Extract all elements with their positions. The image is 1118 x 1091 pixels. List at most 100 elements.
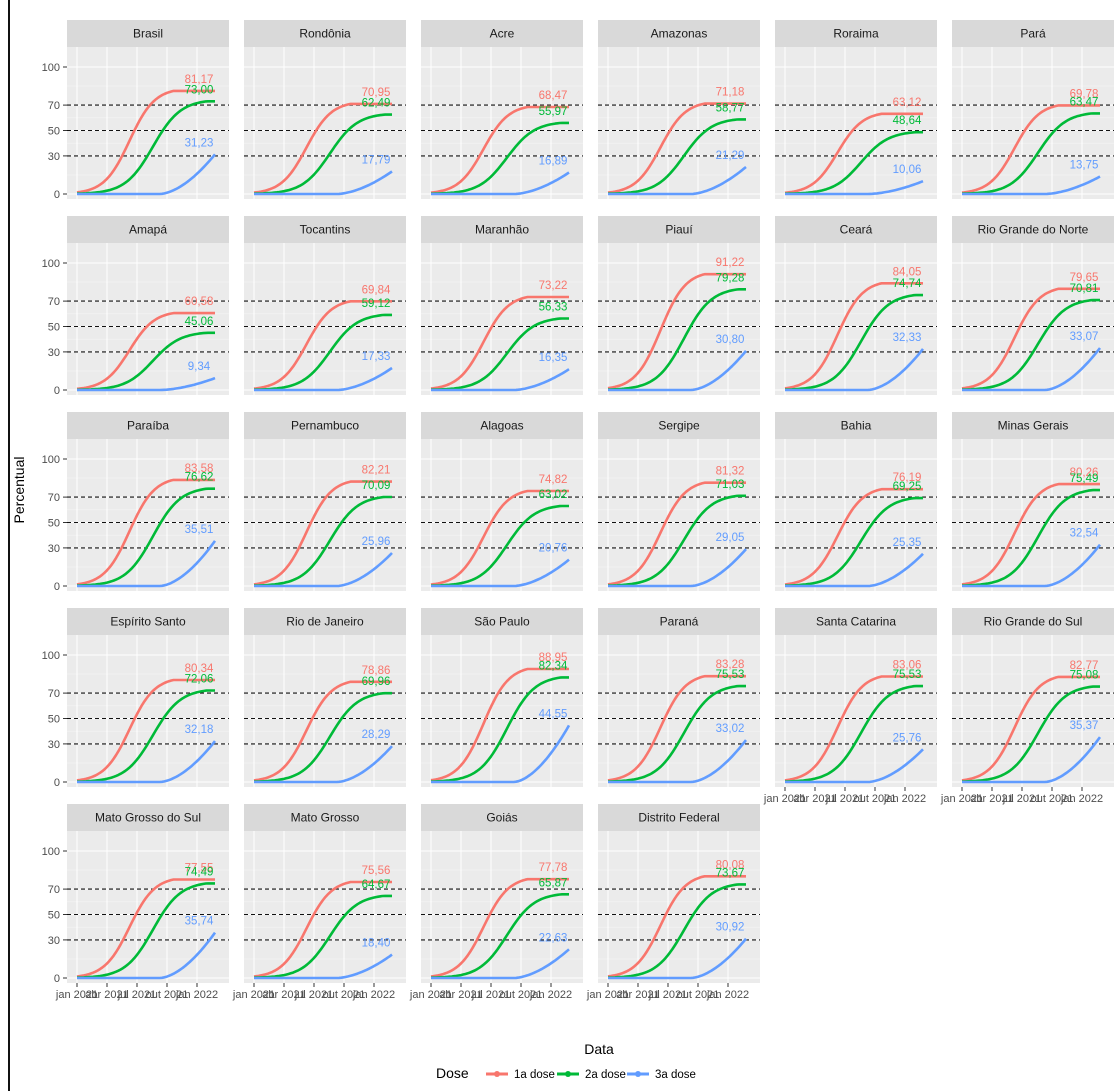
left-border-line bbox=[8, 0, 10, 1091]
facet-strip bbox=[598, 804, 760, 831]
facet-panel: Amapá 0 30 50 70 100 60,58 45,06 9,34 bbox=[42, 216, 229, 397]
value-label: 32,54 bbox=[1070, 528, 1099, 540]
facet-strip bbox=[67, 20, 229, 47]
value-label: 81,17 bbox=[185, 74, 214, 86]
x-tick-label: out 2021 bbox=[323, 989, 366, 1001]
facet-title: Pará bbox=[1020, 27, 1046, 41]
facet-strip bbox=[421, 804, 583, 831]
facet-title: Amapá bbox=[129, 223, 167, 237]
value-label: 82,34 bbox=[539, 660, 568, 672]
x-tick-label: jan 2021 bbox=[940, 793, 983, 805]
value-label: 32,18 bbox=[185, 724, 214, 736]
series-line-1a-dose bbox=[76, 878, 215, 978]
value-label: 29,05 bbox=[716, 532, 745, 544]
facet-strip bbox=[67, 608, 229, 635]
series-line-1a-dose bbox=[76, 311, 215, 391]
facet-title: Rio Grande do Norte bbox=[978, 223, 1089, 237]
series-line-1a-dose bbox=[430, 877, 569, 978]
y-tick-label: 0 bbox=[54, 581, 60, 593]
series-line-2a-dose bbox=[785, 496, 923, 587]
series-line-2a-dose bbox=[430, 892, 569, 979]
facet-title: Brasil bbox=[133, 27, 163, 41]
value-label: 83,58 bbox=[185, 463, 214, 475]
value-label: 74,74 bbox=[893, 278, 922, 290]
value-label: 32,33 bbox=[893, 332, 922, 344]
x-tick-label: abr 2021 bbox=[85, 989, 128, 1001]
legend-label: 2a dose bbox=[585, 1069, 626, 1081]
facet-strip bbox=[244, 216, 406, 243]
legend-key-dot bbox=[635, 1071, 641, 1077]
value-label: 76,19 bbox=[893, 472, 922, 484]
facet-title: Piauí bbox=[665, 223, 693, 237]
value-label: 77,55 bbox=[185, 863, 214, 875]
x-tick-label: jul 2021 bbox=[294, 989, 334, 1001]
panel-background bbox=[67, 47, 229, 199]
value-label: 63,12 bbox=[893, 97, 922, 109]
y-tick-label: 50 bbox=[48, 714, 60, 726]
facet-title: Goiás bbox=[486, 811, 517, 825]
facet-title: Amazonas bbox=[651, 27, 708, 41]
series-line-2a-dose bbox=[962, 298, 1100, 391]
value-label: 74,82 bbox=[539, 474, 568, 486]
x-tick-label: jan 2021 bbox=[763, 793, 806, 805]
panel-background bbox=[775, 243, 937, 395]
value-label: 79,65 bbox=[1070, 272, 1099, 284]
panel-background bbox=[244, 47, 406, 199]
x-tick-label: jan 2022 bbox=[175, 989, 218, 1001]
facet-panel: Amazonas 71,18 58,77 21,29 bbox=[598, 20, 760, 199]
facet-title: Roraima bbox=[833, 27, 879, 41]
facet-strip bbox=[598, 608, 760, 635]
series-line-2a-dose bbox=[76, 100, 215, 195]
x-tick-label: jan 2021 bbox=[586, 989, 629, 1001]
series-line-3a-dose bbox=[785, 179, 924, 196]
series-line-3a-dose bbox=[962, 175, 1101, 196]
series-line-3a-dose bbox=[77, 931, 217, 980]
facet-strip bbox=[598, 216, 760, 243]
series-line-1a-dose bbox=[607, 674, 746, 782]
value-label: 84,05 bbox=[893, 266, 922, 278]
y-tick-label: 50 bbox=[48, 910, 60, 922]
facet-strip bbox=[244, 804, 406, 831]
y-tick-label: 70 bbox=[48, 884, 60, 896]
facet-panel: Roraima 63,12 48,64 10,06 bbox=[775, 20, 937, 199]
x-tick-label: abr 2021 bbox=[793, 793, 836, 805]
legend-label: 3a dose bbox=[655, 1069, 696, 1081]
x-tick-label: jan 2022 bbox=[706, 989, 749, 1001]
panel-background bbox=[775, 635, 937, 787]
series-line-1a-dose bbox=[253, 102, 392, 194]
series-line-3a-dose bbox=[254, 552, 393, 588]
facet-title: Alagoas bbox=[480, 419, 523, 433]
y-tick-label: 100 bbox=[42, 650, 60, 662]
series-line-3a-dose bbox=[785, 552, 924, 588]
value-label: 65,87 bbox=[539, 877, 568, 889]
series-line-1a-dose bbox=[607, 874, 746, 978]
series-line-1a-dose bbox=[430, 667, 569, 782]
series-line-2a-dose bbox=[430, 504, 569, 587]
series-line-3a-dose bbox=[431, 724, 571, 784]
value-label: 30,92 bbox=[716, 922, 745, 934]
x-tick-label: jan 2022 bbox=[352, 989, 395, 1001]
series-line-3a-dose bbox=[77, 153, 217, 196]
y-axis-title: Percentual bbox=[11, 457, 27, 524]
legend: Dose 1a dose 2a dose 3a dose bbox=[436, 1065, 696, 1081]
series-line-1a-dose bbox=[784, 675, 923, 782]
value-label: 45,06 bbox=[185, 316, 214, 328]
value-label: 70,09 bbox=[362, 480, 391, 492]
legend-key-dot bbox=[494, 1071, 500, 1077]
panel-background bbox=[952, 47, 1114, 199]
value-label: 16,89 bbox=[539, 156, 568, 168]
series-line-1a-dose bbox=[253, 680, 392, 782]
panel-background bbox=[598, 635, 760, 787]
x-tick-label: jul 2021 bbox=[648, 989, 688, 1001]
facet-strip bbox=[598, 412, 760, 439]
facet-panel: Maranhão 73,22 56,33 16,35 bbox=[421, 216, 583, 395]
facet-title: Paraíba bbox=[127, 419, 169, 433]
x-tick-label: jan 2022 bbox=[529, 989, 572, 1001]
series-line-2a-dose bbox=[961, 112, 1100, 195]
series-line-3a-dose bbox=[608, 350, 747, 392]
facet-title: Santa Catarina bbox=[816, 615, 896, 629]
series-line-2a-dose bbox=[77, 689, 215, 783]
legend-title: Dose bbox=[436, 1065, 469, 1081]
